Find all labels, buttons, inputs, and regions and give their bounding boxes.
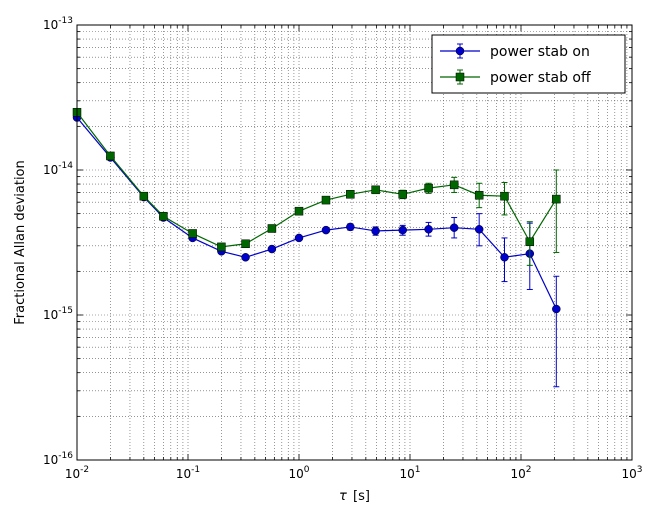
y-tick-exponent: -13 xyxy=(58,16,73,26)
legend-marker xyxy=(455,46,465,56)
data-point xyxy=(552,194,561,204)
x-tick-labels: 10-2 10-1 100 101 102 103 xyxy=(65,465,643,481)
data-point xyxy=(267,244,277,254)
data-point xyxy=(294,206,304,216)
series-line xyxy=(76,111,557,248)
data-point xyxy=(139,191,149,201)
legend-entry: power stab on xyxy=(440,43,590,60)
data-point xyxy=(371,226,380,236)
x-tick-label: 10-2 xyxy=(65,465,89,481)
series-layer xyxy=(72,108,561,388)
data-point xyxy=(294,233,304,243)
data-point xyxy=(525,237,535,247)
data-point xyxy=(474,190,484,200)
data-point xyxy=(424,183,433,193)
x-axis-unit: [s] xyxy=(353,489,370,504)
y-tick-label: 10-16 xyxy=(43,451,73,467)
x-tick-label: 100 xyxy=(288,465,309,481)
legend-label: power stab off xyxy=(490,70,591,86)
x-tick-label: 10-1 xyxy=(176,465,200,481)
y-axis-label: Fractional Allan deviation xyxy=(13,160,28,324)
y-tick-label: 10-15 xyxy=(43,306,73,322)
legend-label: power stab on xyxy=(490,44,590,60)
x-tick-base: 10 xyxy=(621,467,636,481)
series-line xyxy=(76,117,557,310)
x-tick-exponent: -2 xyxy=(80,465,89,475)
x-tick-label: 102 xyxy=(510,465,531,481)
x-tick-base: 10 xyxy=(510,467,525,481)
legend-marker xyxy=(455,72,465,82)
y-tick-base: 10 xyxy=(43,163,58,177)
data-point xyxy=(346,190,355,199)
y-tick-exponent: -16 xyxy=(58,451,73,461)
data-point xyxy=(188,229,197,238)
x-tick-base: 10 xyxy=(176,467,191,481)
y-tick-exponent: -15 xyxy=(58,306,73,316)
plot-area-frame xyxy=(76,24,633,461)
data-point xyxy=(500,191,509,201)
data-point xyxy=(449,223,459,232)
x-axis-symbol: τ xyxy=(339,489,347,504)
legend-box xyxy=(431,34,626,94)
x-tick-base: 10 xyxy=(65,467,80,481)
x-tick-exponent: 0 xyxy=(304,465,310,475)
x-tick-exponent: 2 xyxy=(526,465,532,475)
data-point xyxy=(474,225,484,234)
data-point xyxy=(321,225,331,235)
y-tick-label: 10-13 xyxy=(43,16,73,32)
x-tick-base: 10 xyxy=(288,467,303,481)
y-tick-exponent: -14 xyxy=(58,161,73,171)
data-point xyxy=(321,195,331,205)
data-point xyxy=(371,185,380,195)
data-point xyxy=(106,151,115,161)
y-tick-base: 10 xyxy=(43,18,58,32)
data-point xyxy=(552,304,561,314)
x-tick-exponent: 1 xyxy=(415,465,421,475)
x-tick-label: 101 xyxy=(399,465,420,481)
data-point xyxy=(500,253,509,262)
x-tick-exponent: -1 xyxy=(191,465,200,475)
legend: power stab on power stab off xyxy=(431,34,626,94)
series-2 xyxy=(72,108,561,266)
data-point xyxy=(398,225,407,235)
x-tick-label: 103 xyxy=(621,465,642,481)
data-point xyxy=(217,242,226,252)
legend-entry: power stab off xyxy=(440,69,591,86)
data-point xyxy=(241,239,250,249)
x-axis-label: τ [s] xyxy=(339,489,370,504)
data-point xyxy=(346,222,355,232)
y-tick-base: 10 xyxy=(43,453,58,467)
axis-ticks xyxy=(77,25,632,460)
series-1 xyxy=(72,113,561,388)
data-point xyxy=(159,211,168,221)
data-point xyxy=(424,225,433,234)
x-tick-exponent: 3 xyxy=(637,465,643,475)
data-point xyxy=(267,224,277,233)
data-point xyxy=(241,253,250,262)
data-point xyxy=(449,180,459,190)
data-point xyxy=(398,190,407,199)
y-tick-base: 10 xyxy=(43,308,58,322)
x-tick-base: 10 xyxy=(399,467,414,481)
y-tick-label: 10-14 xyxy=(43,161,73,177)
